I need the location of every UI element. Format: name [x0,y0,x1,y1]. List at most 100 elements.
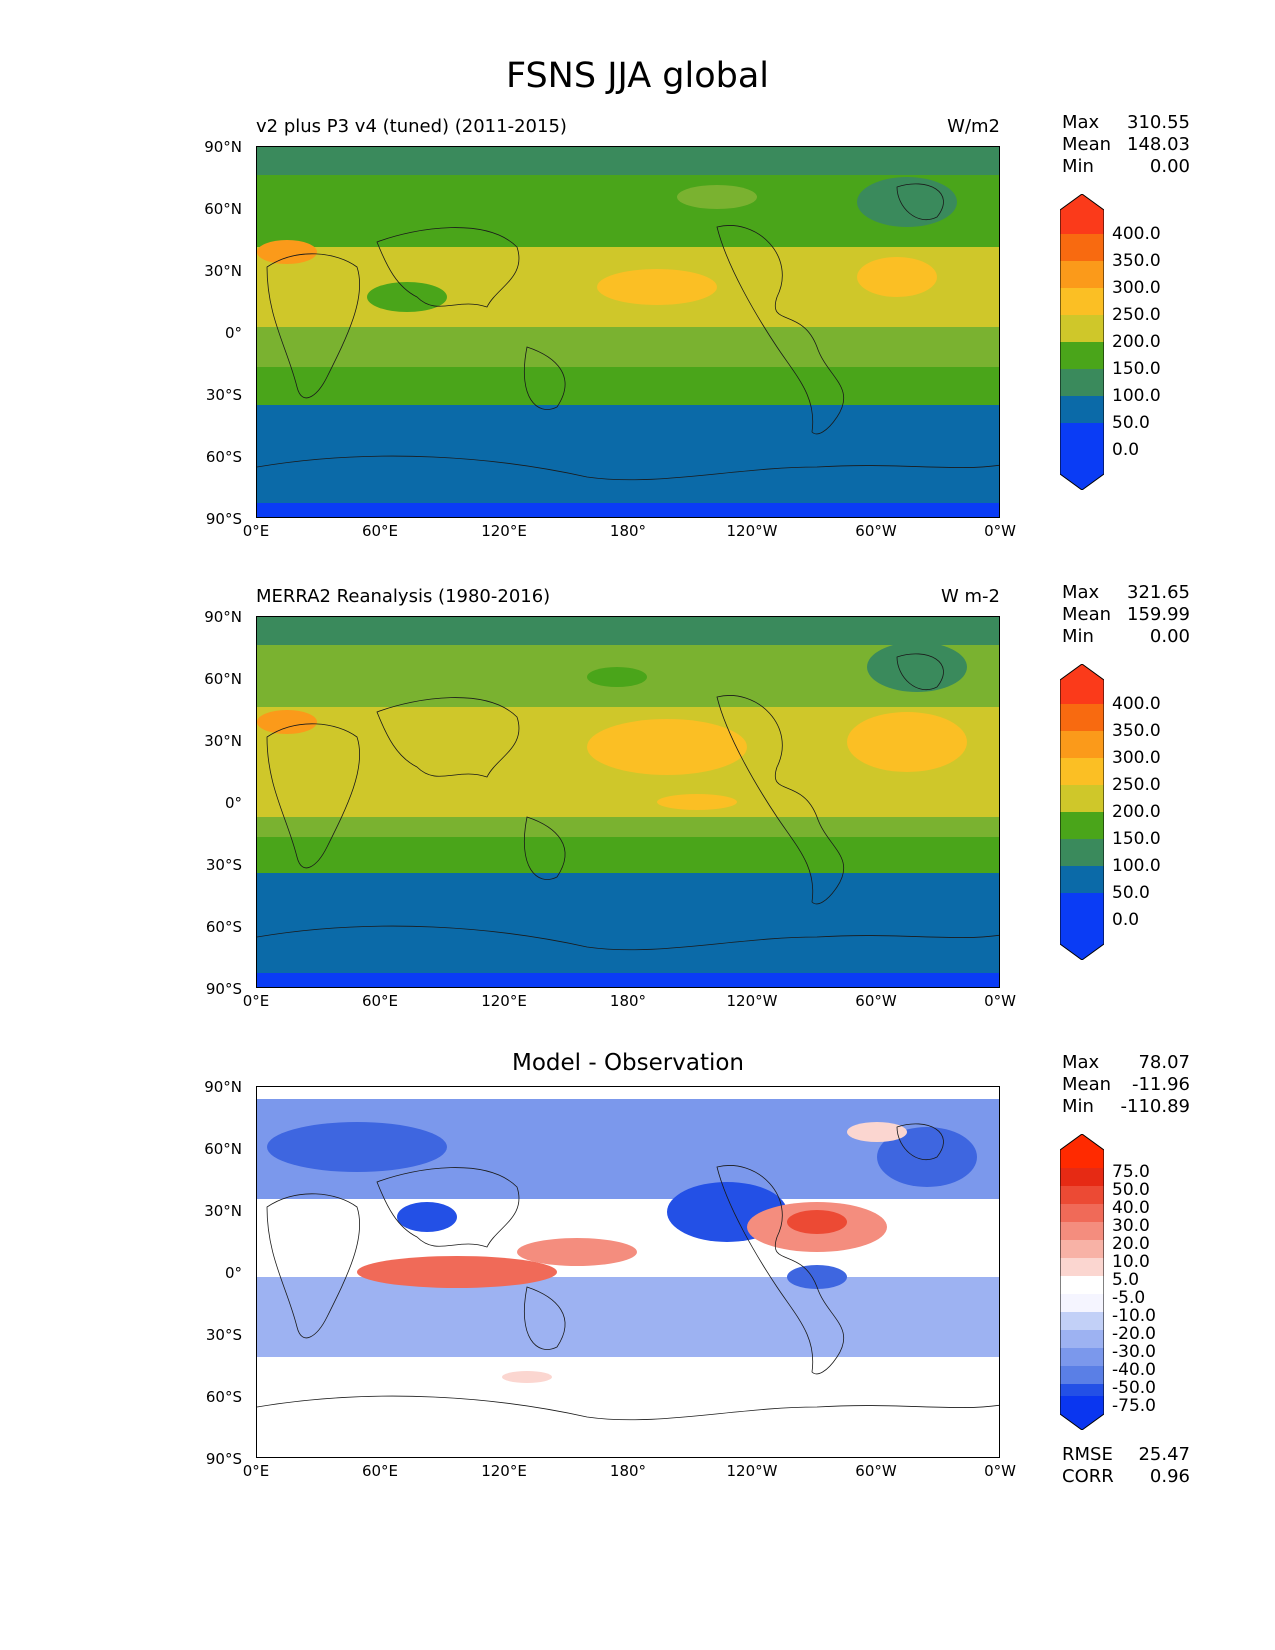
x-tick-label: 60°W [855,522,897,540]
band-southern-ocean [257,873,999,975]
x-tick-label: 120°E [481,992,527,1010]
colorbar-label: 50.0 [1112,883,1150,903]
y-tick-label: 90°N [204,1078,242,1096]
band-arctic [257,147,999,175]
band-southern-ocean [257,405,999,505]
band-south-neg [257,1277,999,1357]
colorbar [1059,193,1105,494]
x-tick-label: 120°W [726,522,778,540]
stat-value: 321.65 [1127,582,1190,603]
y-tick-label: 90°S [205,510,242,528]
error-stats-box: RMSE 25.47 CORR 0.96 [1062,1444,1190,1488]
x-tick-label: 120°E [481,1462,527,1480]
stat-label: Min [1062,156,1094,177]
patch-high-2 [857,257,937,297]
stat-label: Min [1062,1096,1094,1117]
colorbar-svg [1059,663,1105,961]
colorbar-label: 20.0 [1112,1234,1150,1254]
colorbar-label: 40.0 [1112,1198,1150,1218]
patch-india [367,282,447,312]
map-observation[interactable] [256,616,1000,988]
patch-neg-3 [877,1127,977,1187]
patch-pos-2 [517,1238,637,1266]
y-tick-label: 30°S [205,1326,242,1344]
colorbar-label: 300.0 [1112,748,1161,768]
colorbar-label: -20.0 [1112,1324,1156,1344]
coastlines [257,1123,999,1421]
y-tick-label: 30°S [205,856,242,874]
colorbar-label: 200.0 [1112,332,1161,352]
y-tick-label: 30°S [205,386,242,404]
x-tick-label: 60°E [361,522,399,540]
panel-title: Model - Observation [511,1050,745,1076]
x-tick-label: 120°W [726,992,778,1010]
patch-mid-1 [587,667,647,687]
y-tick-label: 0° [224,324,242,342]
stat-value: -110.89 [1120,1096,1190,1117]
stat-label: Max [1062,1052,1100,1073]
colorbar-label: 10.0 [1112,1252,1150,1272]
map-difference[interactable] [256,1086,1000,1458]
panel-units: W/m2 [947,116,1000,137]
colorbar-label: 50.0 [1112,1180,1150,1200]
stat-label: Mean [1062,134,1112,155]
x-tick-label: 60°E [361,1462,399,1480]
band-antarctic [257,503,999,517]
patch-high-4 [257,710,317,734]
colorbar-label: 400.0 [1112,694,1161,714]
stats-box: Max 310.55 Mean 148.03 Min 0.00 [1062,112,1190,178]
patch-pos-6 [502,1371,552,1383]
colorbar-label: 250.0 [1112,305,1161,325]
stat-label: Max [1062,582,1100,603]
x-tick-label: 0°W [984,1462,1016,1480]
colorbar-label: 100.0 [1112,856,1161,876]
y-tick-label: 60°N [204,670,242,688]
band-antarctic [257,973,999,987]
colorbar-svg [1059,193,1105,491]
panel-title: v2 plus P3 v4 (tuned) (2011-2015) [256,116,567,137]
panel-difference: Model - Observation [0,1050,1275,1516]
colorbar-label: 0.0 [1112,910,1140,930]
y-tick-label: 30°N [204,732,242,750]
stat-label: Max [1062,112,1100,133]
colorbar-label: 350.0 [1112,251,1161,271]
y-tick-label: 90°N [204,608,242,626]
colorbar-label: 75.0 [1112,1162,1150,1182]
stat-value: 0.96 [1149,1466,1190,1487]
map-observation-svg [257,617,999,987]
x-tick-label: 60°W [855,1462,897,1480]
colorbar [1059,1133,1105,1434]
x-tick-label: 0°E [242,1462,270,1480]
panel-title: MERRA2 Reanalysis (1980-2016) [256,586,551,607]
map-model-svg [257,147,999,517]
x-tick-label: 180° [609,992,647,1010]
coastlines [257,183,999,481]
x-tick-label: 60°W [855,992,897,1010]
stat-label: RMSE [1062,1444,1113,1465]
x-tick-label: 0°E [242,992,270,1010]
colorbar-label: 400.0 [1112,224,1161,244]
patch-high-1 [597,269,717,305]
map-model[interactable] [256,146,1000,518]
colorbar-label: 300.0 [1112,278,1161,298]
patch-high-2 [847,712,967,772]
x-tick-label: 60°E [361,992,399,1010]
map-difference-svg [257,1087,999,1457]
colorbar-label: 100.0 [1112,386,1161,406]
colorbar-label: -5.0 [1112,1288,1146,1308]
patch-mid-1 [677,185,757,209]
stat-label: Min [1062,626,1094,647]
stat-value: 159.99 [1127,604,1190,625]
colorbar-label: 50.0 [1112,413,1150,433]
stat-label: Mean [1062,604,1112,625]
band-equator [257,327,999,367]
panel-model: v2 plus P3 v4 (tuned) (2011-2015) W/m2 [0,112,1275,576]
y-tick-label: 0° [224,1264,242,1282]
x-tick-label: 0°E [242,522,270,540]
patch-pos-5 [847,1122,907,1142]
y-tick-label: 90°N [204,138,242,156]
colorbar-label: -50.0 [1112,1378,1156,1398]
patch-greenland [867,642,967,692]
x-tick-label: 180° [609,522,647,540]
stat-value: -11.96 [1131,1074,1190,1095]
